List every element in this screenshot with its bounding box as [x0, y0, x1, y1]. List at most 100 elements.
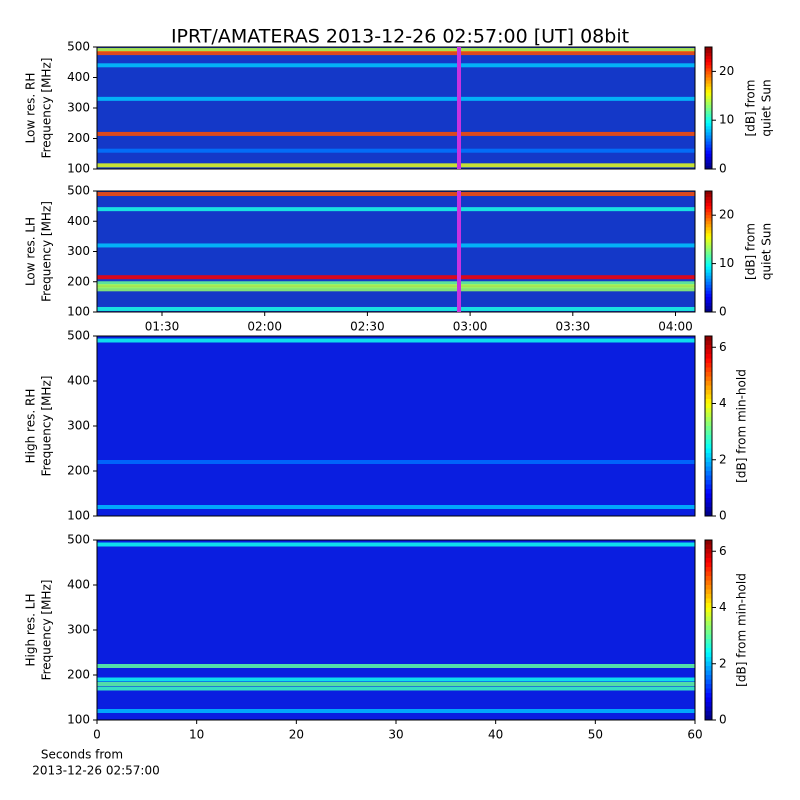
colorbar-cell — [705, 305, 712, 310]
colorbar-label: [dB] from min-hold — [735, 573, 749, 687]
x-axis-label: Seconds from — [41, 748, 123, 762]
colorbar-cell — [705, 165, 712, 170]
x-tick-label: 50 — [588, 728, 603, 742]
colorbar-cell — [705, 435, 712, 440]
heatmap-band — [97, 284, 695, 289]
colorbar-cell — [705, 278, 712, 283]
colorbar-cell — [705, 376, 712, 382]
chart-title: IPRT/AMATERAS 2013-12-26 02:57:00 [UT] 0… — [171, 26, 629, 48]
colorbar-cell — [705, 444, 712, 449]
y-tick-label: 400 — [67, 70, 90, 84]
colorbar-cell — [705, 101, 712, 106]
y-tick-label: 100 — [67, 509, 90, 523]
colorbar-tick-label: 2 — [719, 452, 727, 466]
colorbar-cell — [705, 372, 712, 377]
colorbar-label: quiet Sun — [760, 223, 774, 280]
colorbar-cell — [705, 675, 712, 680]
heatmap-band — [97, 275, 695, 280]
colorbar-cell — [705, 293, 712, 298]
colorbar-cell — [705, 340, 712, 346]
colorbar-cell — [705, 603, 712, 608]
colorbar-cell — [705, 448, 712, 454]
y-tick-label: 500 — [67, 329, 90, 343]
colorbar-cell — [705, 129, 712, 133]
colorbar-cell — [705, 475, 712, 481]
colorbar-cell — [705, 245, 712, 249]
colorbar-cell — [705, 612, 712, 617]
colorbar-cell — [705, 385, 712, 391]
colorbar-cell — [705, 417, 712, 422]
colorbar-cell — [705, 62, 712, 66]
y-axis-label: Frequency [MHz] — [40, 201, 54, 302]
colorbar-cell — [705, 711, 712, 716]
colorbar-cell — [705, 430, 712, 436]
colorbar-cell — [705, 390, 712, 395]
colorbar-cell — [705, 648, 712, 653]
x-tick-label: 02:30 — [350, 320, 385, 334]
colorbar-cell — [705, 248, 712, 252]
colorbar-cell — [705, 233, 712, 237]
colorbar-tick-label: 6 — [719, 544, 727, 558]
colorbar-tick-label: 4 — [719, 396, 727, 410]
y-tick-label: 100 — [67, 162, 90, 176]
colorbar-cell — [705, 354, 712, 359]
colorbar-cell — [705, 345, 712, 350]
y-axis-label: High res. LH — [24, 593, 38, 666]
colorbar-tick-label: 0 — [719, 713, 727, 727]
heatmap-band — [97, 281, 695, 286]
heatmap-background — [97, 540, 695, 720]
colorbar-cell — [705, 625, 712, 631]
colorbar-cell — [705, 281, 712, 286]
colorbar-cell — [705, 661, 712, 667]
colorbar-cell — [705, 135, 712, 139]
colorbar-cell — [705, 200, 712, 204]
y-axis-label: Low res. RH — [24, 73, 38, 144]
colorbar-cell — [705, 156, 712, 161]
colorbar-cell — [705, 684, 712, 689]
colorbar-cell — [705, 594, 712, 599]
colorbar-cell — [705, 585, 712, 590]
colorbar-cell — [705, 634, 712, 640]
y-tick-label: 200 — [67, 131, 90, 145]
y-tick-label: 100 — [67, 713, 90, 727]
colorbar-cell — [705, 83, 712, 88]
colorbar-cell — [705, 621, 712, 626]
colorbar-cell — [705, 150, 712, 155]
colorbar-cell — [705, 457, 712, 463]
colorbar-cell — [705, 511, 712, 517]
colorbar-cell — [705, 147, 712, 152]
colorbar-cell — [705, 89, 712, 94]
x-tick-label: 20 — [289, 728, 304, 742]
x-axis-label: 2013-12-26 02:57:00 — [32, 764, 159, 778]
y-tick-label: 200 — [67, 464, 90, 478]
y-tick-label: 500 — [67, 533, 90, 547]
colorbar-cell — [705, 194, 712, 198]
colorbar-cell — [705, 349, 712, 355]
colorbar-tick-label: 20 — [719, 208, 734, 222]
colorbar-tick-label: 10 — [719, 113, 734, 127]
colorbar-cell — [705, 53, 712, 57]
colorbar-cell — [705, 236, 712, 240]
colorbar-cell — [705, 540, 712, 545]
heatmap-band — [97, 542, 695, 547]
colorbar-cell — [705, 421, 712, 427]
colorbar-cell — [705, 399, 712, 404]
colorbar-cell — [705, 120, 712, 124]
heatmap-band — [97, 148, 695, 153]
colorbar-tick-label: 6 — [719, 340, 727, 354]
colorbar-cell — [705, 117, 712, 121]
colorbar-cell — [705, 50, 712, 54]
colorbar-cell — [705, 159, 712, 164]
heatmap-background — [97, 47, 695, 169]
colorbar-tick-label: 0 — [719, 305, 727, 319]
x-tick-label: 04:00 — [658, 320, 693, 334]
heatmap-background — [97, 191, 695, 312]
colorbar-cell — [705, 580, 712, 586]
y-tick-label: 300 — [67, 244, 90, 258]
heatmap-band — [97, 686, 695, 691]
colorbar-tick-label: 2 — [719, 656, 727, 670]
colorbar-cell — [705, 74, 712, 78]
colorbar-cell — [705, 549, 712, 554]
colorbar-cell — [705, 693, 712, 698]
colorbar-label: [dB] from — [744, 223, 758, 280]
